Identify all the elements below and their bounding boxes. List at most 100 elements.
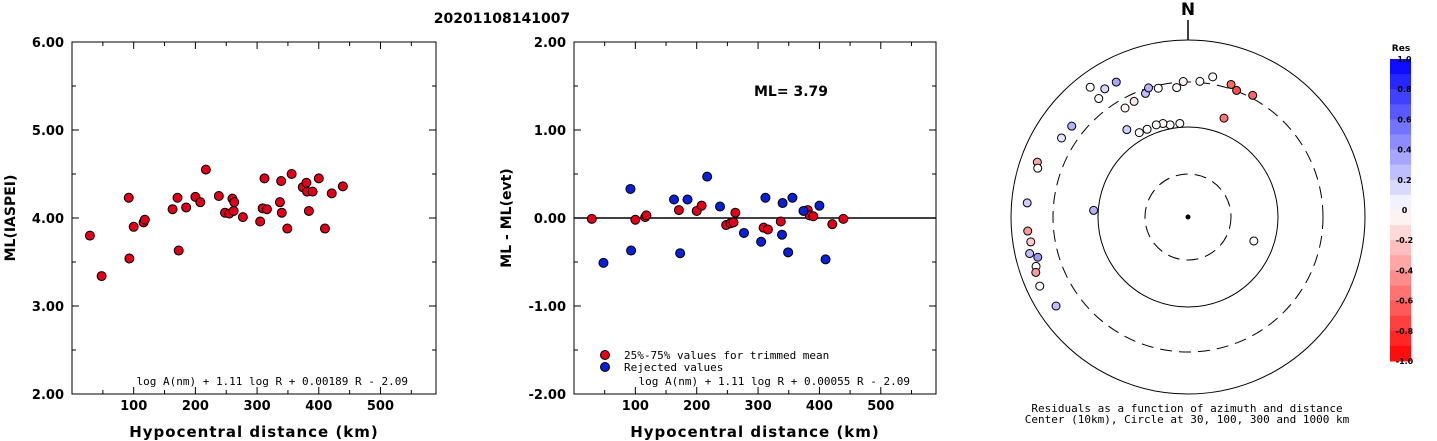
y-tick-label: 2.00: [32, 388, 64, 403]
colorbar-label: 0.6: [1397, 115, 1412, 124]
colorbar-cell: [1390, 134, 1411, 151]
data-point: [783, 247, 794, 258]
caption-line-2: Center (10km), Circle at 30, 100, 300 an…: [1025, 413, 1350, 426]
data-point: [598, 257, 609, 268]
colorbar-label: 0.2: [1397, 176, 1411, 185]
data-point: [282, 223, 293, 234]
caption-line-1: Residuals as a function of azimuth and d…: [1031, 402, 1342, 415]
station-marker: [1025, 249, 1035, 259]
colorbar-label: -0.6: [1396, 297, 1414, 306]
station-marker: [1026, 237, 1036, 247]
data-point: [301, 177, 312, 188]
data-point: [820, 254, 831, 265]
data-point: [776, 229, 787, 240]
station-marker: [1089, 205, 1099, 215]
azimuth-residual-map-panel: N Residuals as a function of azimuth and…: [1010, 0, 1366, 426]
data-point: [84, 230, 95, 241]
data-point: [673, 205, 684, 216]
station-marker: [1249, 236, 1259, 246]
x-tick-label: 200: [182, 399, 209, 414]
north-label: N: [1181, 0, 1195, 20]
station-marker: [1035, 281, 1045, 291]
station-marker: [1142, 124, 1152, 134]
distance-ring: [1010, 39, 1366, 395]
station-marker: [1031, 267, 1041, 277]
colorbar-cell: [1390, 210, 1411, 226]
residual-vs-distance-panel: 100 200 300 400 500 -2.00 -1.00 0.00 1.00 2.00 ML…: [499, 36, 937, 441]
data-points: [84, 164, 348, 282]
data-point: [123, 192, 134, 203]
data-point: [775, 216, 786, 227]
distance-ring: [1144, 173, 1232, 261]
legend-label-trimmed: 25%-75% values for trimmed mean: [624, 349, 829, 362]
station-marker: [1033, 252, 1043, 262]
data-point: [286, 169, 297, 179]
x-tick-label: 200: [683, 399, 710, 414]
data-point: [777, 198, 788, 209]
data-point: [682, 194, 693, 205]
colorbar-cell: [1390, 330, 1411, 347]
station-marker: [1033, 163, 1043, 173]
station-marker: [1178, 77, 1188, 87]
colorbar-cell: [1390, 285, 1411, 302]
station-marker: [1023, 226, 1033, 236]
station-marker: [1129, 96, 1139, 106]
data-point: [337, 181, 348, 192]
data-point: [715, 201, 726, 212]
data-point: [200, 164, 211, 175]
axis-ticks: 100 200 300 400 500 -2.00 -1.00 0.00 1.00 2.00: [529, 36, 936, 414]
residual-colorbar: Res 1.0 0.8 0.6 0.4 0.2 0 -0.2 -0.4 -0.6 -0.8 -1.0: [1390, 44, 1414, 366]
colorbar-cell: [1390, 255, 1411, 271]
colorbar-label: -0.2: [1396, 236, 1414, 245]
colorbar-label: -0.8: [1396, 327, 1414, 336]
data-point: [229, 197, 240, 208]
data-point: [237, 212, 248, 223]
legend-marker-trimmed: [600, 350, 610, 360]
x-tick-label: 100: [622, 399, 649, 414]
station-residuals: [1022, 72, 1259, 311]
data-point: [172, 192, 183, 203]
plot-frame: [71, 41, 437, 395]
data-point: [307, 186, 318, 197]
station-marker: [1120, 103, 1130, 113]
data-point: [124, 253, 135, 264]
data-point: [195, 197, 206, 208]
colorbar-label: 0.4: [1397, 146, 1412, 155]
data-point: [139, 214, 150, 225]
station-marker: [1094, 94, 1104, 104]
data-point: [326, 188, 337, 199]
x-tick-label: 500: [367, 399, 394, 414]
distance-rings: [1010, 39, 1366, 395]
colorbar-cell: [1390, 315, 1411, 332]
station-marker: [1051, 301, 1061, 311]
colorbar-cell: [1390, 119, 1411, 135]
station-marker: [1172, 83, 1182, 93]
station-marker: [1144, 83, 1154, 93]
colorbar-label: 1.0: [1397, 55, 1412, 64]
data-point: [760, 192, 771, 203]
data-point: [228, 205, 239, 216]
data-point: [625, 183, 636, 194]
colorbar-title: Res: [1392, 44, 1410, 54]
colorbar-cell: [1390, 179, 1411, 196]
data-point: [626, 245, 637, 256]
station-marker: [1022, 198, 1032, 208]
formula-label: log A(nm) + 1.11 log R + 0.00189 R - 2.0…: [136, 375, 408, 388]
colorbar-cell: [1390, 300, 1411, 317]
distance-ring: [1097, 126, 1279, 308]
data-point: [630, 214, 641, 225]
x-tick-label: 100: [120, 399, 147, 414]
y-axis-label: ML - ML(evt): [499, 168, 515, 267]
station-marker: [1226, 79, 1236, 89]
data-point: [756, 236, 767, 247]
data-point: [303, 205, 314, 216]
y-axis-label: ML(IASPEI): [3, 175, 19, 262]
data-point: [808, 211, 819, 222]
station-marker: [1153, 83, 1163, 93]
colorbar-cell: [1390, 225, 1411, 241]
station-marker: [1175, 118, 1185, 128]
colorbar-label: 0.8: [1397, 85, 1412, 94]
formula-label: log A(nm) + 1.11 log R + 0.00055 R - 2.0…: [638, 375, 910, 388]
station-marker: [1085, 82, 1095, 92]
data-point: [586, 213, 597, 224]
